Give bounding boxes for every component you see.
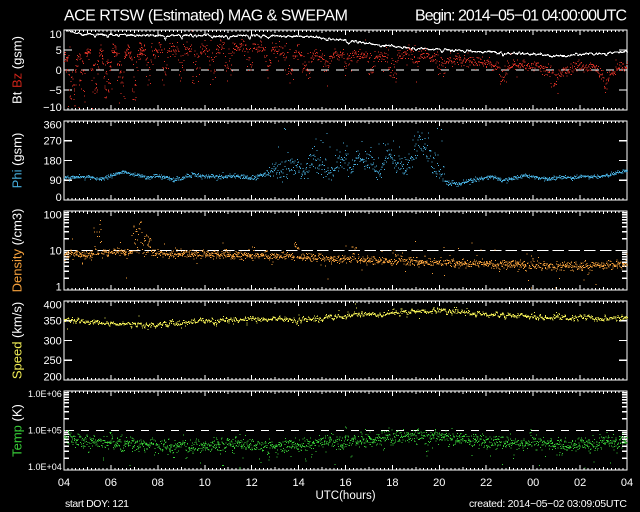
- svg-text:18: 18: [386, 477, 398, 489]
- svg-text:−5: −5: [49, 85, 62, 97]
- svg-text:04: 04: [58, 477, 70, 489]
- svg-text:5: 5: [56, 45, 62, 57]
- svg-text:90: 90: [50, 175, 62, 187]
- svg-text:10: 10: [50, 29, 62, 41]
- svg-text:Temp (K): Temp (K): [10, 404, 25, 457]
- svg-text:06: 06: [105, 477, 117, 489]
- svg-text:360: 360: [43, 119, 61, 131]
- svg-text:350: 350: [43, 316, 61, 328]
- svg-text:00: 00: [527, 477, 539, 489]
- svg-text:Phi (gsm): Phi (gsm): [10, 133, 25, 189]
- svg-text:04: 04: [621, 477, 633, 489]
- svg-text:Speed (km/s): Speed (km/s): [10, 302, 25, 379]
- svg-text:0: 0: [56, 65, 62, 77]
- svg-text:−10: −10: [43, 102, 62, 114]
- svg-text:Bt Bz (gsm): Bt Bz (gsm): [10, 36, 25, 104]
- svg-text:22: 22: [480, 477, 492, 489]
- svg-text:400: 400: [43, 299, 61, 311]
- svg-text:10: 10: [199, 477, 211, 489]
- svg-text:300: 300: [43, 335, 61, 347]
- svg-text:270: 270: [43, 136, 61, 148]
- svg-text:0: 0: [56, 192, 62, 204]
- svg-text:Begin: 2014−05−01 04:00:00UTC: Begin: 2014−05−01 04:00:00UTC: [415, 8, 627, 25]
- svg-text:100: 100: [43, 209, 61, 221]
- svg-text:1: 1: [56, 281, 62, 293]
- svg-text:start DOY: 121: start DOY: 121: [65, 498, 129, 510]
- svg-text:08: 08: [152, 477, 164, 489]
- svg-text:200: 200: [43, 371, 61, 383]
- svg-text:1.0E+05: 1.0E+05: [28, 426, 62, 436]
- svg-text:1.0E+06: 1.0E+06: [28, 389, 62, 399]
- svg-text:ACE RTSW (Estimated) MAG & SWE: ACE RTSW (Estimated) MAG & SWEPAM: [64, 8, 348, 25]
- svg-text:UTC(hours): UTC(hours): [315, 490, 375, 502]
- svg-text:02: 02: [574, 477, 586, 489]
- svg-text:1.0E+04: 1.0E+04: [28, 462, 62, 472]
- svg-text:14: 14: [292, 477, 304, 489]
- svg-text:20: 20: [433, 477, 445, 489]
- svg-text:250: 250: [43, 355, 61, 367]
- svg-text:12: 12: [246, 477, 258, 489]
- svg-text:created: 2014−05−02 03:09:05UT: created: 2014−05−02 03:09:05UTC: [469, 498, 627, 510]
- svg-text:10: 10: [50, 245, 62, 257]
- svg-text:180: 180: [43, 155, 61, 167]
- svg-text:16: 16: [339, 477, 351, 489]
- svg-text:Density (/cm3): Density (/cm3): [10, 209, 25, 293]
